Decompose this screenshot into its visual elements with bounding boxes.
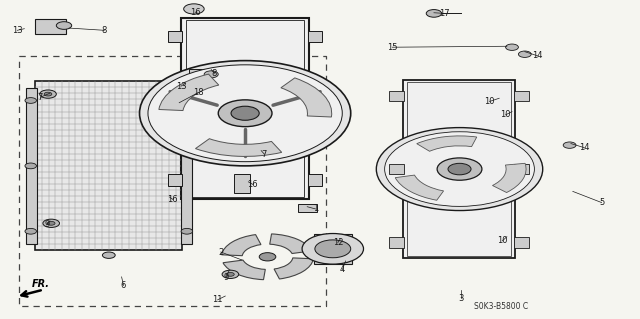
Text: 10: 10 <box>484 97 495 106</box>
Text: 4: 4 <box>340 265 345 274</box>
Bar <box>407 82 511 256</box>
Bar <box>314 234 352 264</box>
Circle shape <box>47 221 55 225</box>
Text: 2: 2 <box>218 248 223 256</box>
Bar <box>186 20 304 197</box>
Bar <box>181 18 309 199</box>
Text: 7: 7 <box>38 93 43 102</box>
Wedge shape <box>492 163 526 193</box>
Circle shape <box>302 234 364 264</box>
Text: 17: 17 <box>440 9 450 18</box>
Text: 10: 10 <box>500 110 511 119</box>
Circle shape <box>25 98 36 103</box>
Wedge shape <box>281 78 332 117</box>
Text: 8: 8 <box>212 69 217 78</box>
Wedge shape <box>223 260 266 280</box>
Circle shape <box>44 92 52 96</box>
Text: 13: 13 <box>176 82 186 91</box>
Circle shape <box>181 228 193 234</box>
Circle shape <box>43 219 60 227</box>
Wedge shape <box>159 74 219 111</box>
Text: S0K3-B5800 C: S0K3-B5800 C <box>474 302 528 311</box>
Wedge shape <box>195 139 282 156</box>
Text: 10: 10 <box>497 236 508 245</box>
Text: 9: 9 <box>223 273 228 282</box>
Text: 3: 3 <box>458 294 463 303</box>
Text: 14: 14 <box>579 143 589 152</box>
Bar <box>26 88 37 244</box>
Circle shape <box>260 150 268 153</box>
Circle shape <box>181 98 193 103</box>
Circle shape <box>506 44 518 50</box>
Circle shape <box>231 106 259 120</box>
Circle shape <box>218 100 272 127</box>
Bar <box>168 31 182 42</box>
Text: 8: 8 <box>102 26 107 35</box>
Text: 9: 9 <box>44 220 49 229</box>
Text: FR.: FR. <box>32 279 50 289</box>
Text: 11: 11 <box>212 295 223 304</box>
Bar <box>298 204 317 212</box>
Bar <box>514 91 529 101</box>
Circle shape <box>385 132 534 206</box>
Bar <box>168 174 182 186</box>
Text: 13: 13 <box>12 26 22 35</box>
Text: 16: 16 <box>168 195 178 204</box>
Bar <box>514 164 529 174</box>
Circle shape <box>227 272 234 276</box>
Text: 5: 5 <box>599 198 604 207</box>
Circle shape <box>140 61 351 166</box>
Text: 18: 18 <box>193 88 204 97</box>
Circle shape <box>315 240 351 258</box>
Circle shape <box>25 228 36 234</box>
Text: 7: 7 <box>262 150 267 159</box>
Circle shape <box>222 270 239 278</box>
Circle shape <box>255 147 272 156</box>
Circle shape <box>102 252 115 258</box>
Bar <box>35 19 66 34</box>
Text: 6: 6 <box>121 281 126 290</box>
Bar <box>403 80 515 258</box>
Bar <box>389 237 404 248</box>
Bar <box>514 237 529 248</box>
Circle shape <box>437 158 482 180</box>
Circle shape <box>376 128 543 211</box>
Bar <box>35 81 182 250</box>
Wedge shape <box>274 258 314 279</box>
Bar <box>308 174 322 186</box>
Bar <box>389 91 404 101</box>
Text: 16: 16 <box>190 8 200 17</box>
Text: 14: 14 <box>532 51 543 60</box>
Bar <box>308 31 322 42</box>
Bar <box>389 164 404 174</box>
Circle shape <box>563 142 576 148</box>
Circle shape <box>259 253 276 261</box>
Circle shape <box>204 71 218 78</box>
Bar <box>176 100 189 115</box>
Bar <box>181 88 192 244</box>
Circle shape <box>40 90 56 98</box>
Bar <box>234 174 250 193</box>
Text: 12: 12 <box>333 238 343 247</box>
Circle shape <box>25 163 36 169</box>
Bar <box>189 69 214 86</box>
Text: 16: 16 <box>248 180 258 189</box>
Circle shape <box>426 10 442 17</box>
Wedge shape <box>417 136 477 151</box>
Circle shape <box>56 22 72 29</box>
Circle shape <box>148 65 342 162</box>
Circle shape <box>448 163 471 175</box>
Wedge shape <box>396 175 444 200</box>
Wedge shape <box>221 234 261 256</box>
Wedge shape <box>269 234 312 254</box>
Text: 1: 1 <box>313 204 318 213</box>
Circle shape <box>184 4 204 14</box>
Circle shape <box>518 51 531 57</box>
Text: 15: 15 <box>387 43 397 52</box>
